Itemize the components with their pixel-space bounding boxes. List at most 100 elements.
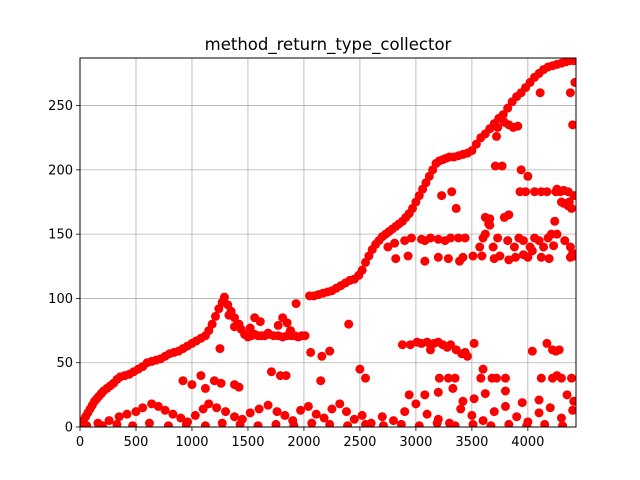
data-point: [377, 412, 387, 422]
data-point: [112, 419, 122, 427]
data-point: [303, 401, 313, 411]
data-point: [104, 416, 114, 426]
data-point: [235, 419, 245, 427]
data-point: [215, 344, 225, 354]
data-point: [266, 367, 276, 377]
y-tick-label: 100: [48, 292, 73, 307]
data-point: [485, 214, 495, 224]
data-point: [114, 412, 124, 422]
data-point: [196, 371, 206, 381]
x-tick-label: 3000: [399, 435, 432, 450]
data-point: [469, 338, 479, 348]
x-tick-label: 1500: [231, 435, 264, 450]
data-point: [212, 403, 222, 413]
data-points: [80, 58, 576, 427]
data-point: [540, 419, 550, 427]
data-point: [349, 414, 359, 424]
data-point: [468, 251, 478, 261]
data-point: [178, 376, 188, 386]
data-point: [234, 319, 244, 329]
data-point: [458, 396, 468, 406]
y-tick-label: 200: [48, 163, 73, 178]
data-point: [504, 210, 514, 220]
data-point: [503, 103, 513, 113]
y-tick-label: 0: [65, 421, 73, 436]
data-point: [190, 410, 200, 420]
data-point: [273, 320, 283, 330]
data-point: [181, 419, 191, 427]
data-point: [458, 252, 468, 262]
data-point: [219, 292, 229, 302]
data-point: [486, 421, 496, 427]
data-point: [450, 421, 460, 427]
data-point: [550, 216, 560, 226]
data-point: [245, 408, 255, 418]
data-point: [200, 383, 210, 393]
data-point: [451, 203, 461, 213]
data-point: [527, 246, 537, 256]
data-point: [200, 421, 210, 427]
data-point: [434, 373, 444, 383]
data-point: [341, 407, 351, 417]
data-point: [516, 165, 526, 175]
data-point: [357, 265, 367, 275]
data-point: [568, 405, 576, 415]
data-point: [488, 242, 498, 252]
data-point: [515, 187, 525, 197]
data-point: [325, 419, 335, 427]
data-point: [327, 404, 337, 414]
data-point: [176, 413, 186, 423]
data-point: [422, 409, 432, 419]
data-point: [271, 419, 281, 427]
data-point: [493, 233, 503, 243]
data-point: [570, 251, 576, 261]
data-point: [554, 345, 564, 355]
data-point: [245, 323, 255, 333]
data-point: [456, 404, 466, 414]
data-point: [476, 373, 486, 383]
data-point: [564, 197, 574, 207]
data-point: [500, 401, 510, 411]
data-point: [272, 407, 282, 417]
data-point: [478, 416, 488, 426]
data-point: [163, 421, 173, 427]
data-point: [263, 328, 273, 338]
data-point: [160, 405, 170, 415]
data-point: [535, 88, 545, 98]
data-point: [357, 410, 367, 420]
data-point: [403, 251, 413, 261]
data-point: [522, 421, 532, 427]
data-point: [570, 77, 576, 87]
data-point: [285, 326, 295, 336]
data-point: [469, 394, 479, 404]
x-tick-label: 1000: [175, 435, 208, 450]
data-point: [534, 236, 544, 246]
data-point: [480, 229, 490, 239]
x-tick-label: 0: [76, 435, 84, 450]
data-point: [518, 236, 528, 246]
data-point: [344, 319, 354, 329]
data-point: [316, 376, 326, 386]
data-point: [558, 421, 568, 427]
data-point: [97, 421, 107, 427]
data-point: [168, 409, 178, 419]
data-point: [144, 418, 154, 427]
x-tick-label: 500: [124, 435, 149, 450]
data-point: [527, 346, 537, 356]
data-point: [567, 373, 576, 383]
data-point: [404, 390, 414, 400]
axes: 0 500 1000 1500 2000 2500 3000 3500 4000 0 50 100 15…: [48, 57, 577, 450]
data-point: [432, 418, 442, 427]
data-point: [549, 241, 559, 251]
data-point: [497, 161, 507, 171]
data-point: [480, 389, 490, 399]
data-point: [390, 238, 400, 248]
data-point: [500, 373, 510, 383]
data-point: [503, 236, 513, 246]
data-point: [468, 419, 478, 427]
data-point: [437, 191, 447, 201]
data-point: [216, 378, 226, 388]
data-point: [234, 382, 244, 392]
data-point: [552, 184, 562, 194]
